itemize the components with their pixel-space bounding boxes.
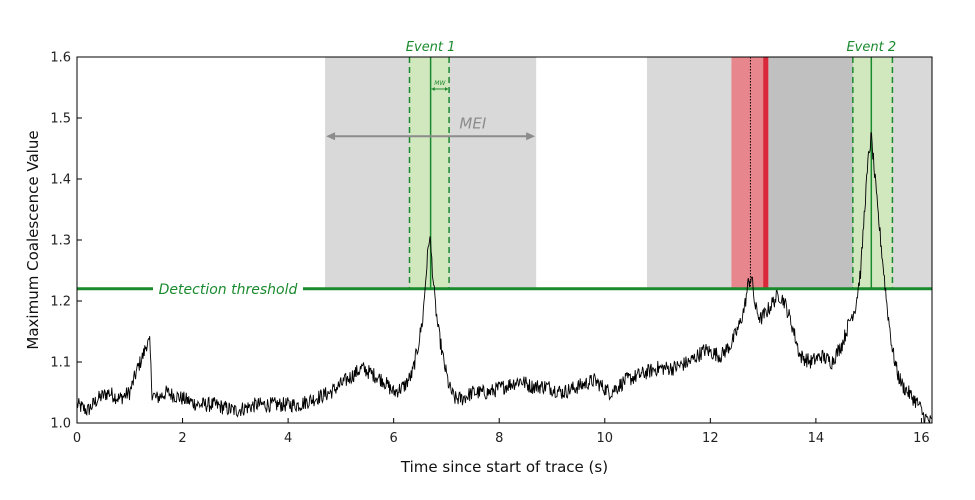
x-tick-label: 10 — [597, 431, 614, 446]
series-line — [76, 132, 933, 424]
x-tick-label: 4 — [284, 431, 292, 446]
event-window — [409, 57, 450, 289]
dark-region — [768, 57, 853, 289]
y-tick-label: 1.5 — [50, 112, 71, 127]
mw-arrow-head-right — [445, 87, 449, 91]
x-tick-label: 16 — [913, 431, 930, 446]
y-axis: 1.0 1.1 1.2 1.3 1.4 1.5 1.6 — [50, 51, 82, 432]
event-label: Event 1 — [406, 40, 456, 55]
x-axis: 0 2 4 6 8 10 12 14 16 — [73, 418, 930, 446]
y-tick-label: 1.6 — [50, 51, 71, 66]
y-tick-label: 1.2 — [50, 295, 71, 310]
threshold-label: Detection threshold — [159, 282, 298, 298]
mei-label: MEI — [459, 114, 486, 132]
y-tick-label: 1.3 — [50, 234, 71, 249]
x-tick-label: 0 — [73, 431, 81, 446]
x-tick-label: 12 — [702, 431, 719, 446]
y-tick-label: 1.4 — [50, 173, 71, 188]
threshold: Detection threshold — [77, 282, 932, 298]
red-region — [731, 57, 769, 289]
mei-annotation: MEI — [326, 114, 536, 141]
x-tick-label: 6 — [390, 431, 398, 446]
x-tick-label: 14 — [808, 431, 825, 446]
x-tick-label: 2 — [178, 431, 186, 446]
mw-arrow-head-left — [431, 87, 435, 91]
mei-arrow-head-left — [326, 132, 336, 141]
event-window — [852, 57, 893, 289]
events-layer: Event 1 MW Event 2 — [406, 40, 896, 289]
y-tick-label: 1.1 — [50, 356, 71, 371]
y-tick-label: 1.0 — [50, 417, 71, 432]
mei-arrow-head-right — [526, 132, 536, 141]
event-label: Event 2 — [846, 40, 896, 55]
mw-label: MW — [434, 80, 446, 87]
x-tick-label: 8 — [495, 431, 503, 446]
y-axis-label: Maximum Coalescence Value — [24, 130, 42, 349]
x-axis-label: Time since start of trace (s) — [400, 458, 608, 476]
